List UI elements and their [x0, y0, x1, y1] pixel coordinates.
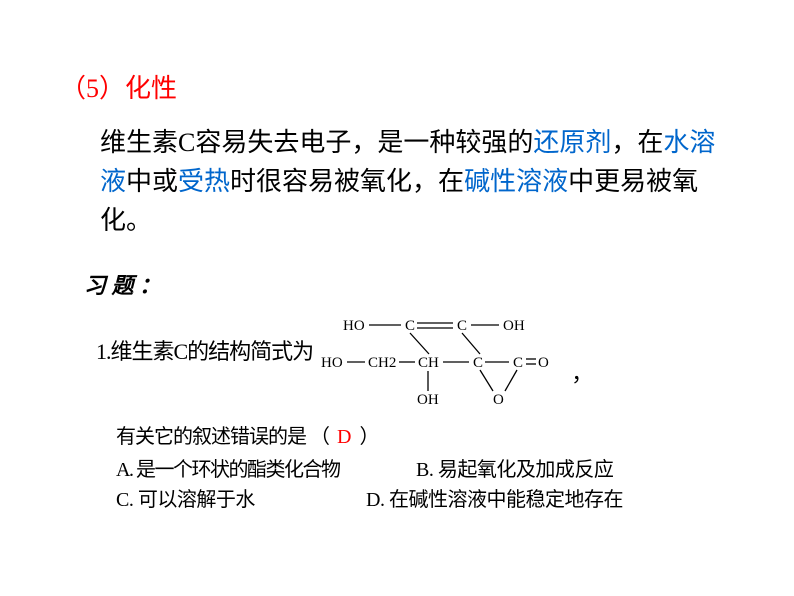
body-seg5: 中或 [126, 167, 178, 196]
answer-correct: D [333, 426, 355, 448]
formula-ch2: CH2 [368, 355, 396, 371]
question-row: 1.维生素C的结构简式为 HO C C OH HO CH2 CH C C O O… [60, 312, 734, 412]
structural-formula-svg: HO C C OH HO CH2 CH C C O OH O [313, 312, 563, 412]
formula-oh-1: OH [503, 318, 525, 334]
section-title-text: 化性 [125, 74, 177, 103]
body-seg3: ，在 [611, 128, 663, 157]
formula-ho-1: HO [343, 318, 365, 334]
formula-ho-2: HO [321, 355, 343, 371]
choice-d: D. 在碱性溶液中能稳定地存在 [366, 485, 623, 515]
body-seg2: 还原剂 [533, 128, 611, 157]
q-text: 维生素C的结构简式为 [111, 339, 314, 364]
formula-c-3: C [473, 355, 483, 371]
formula-o-ring: O [493, 392, 504, 408]
exercise-label: 习 题 ： [60, 268, 734, 300]
section-number: （5） [60, 74, 125, 103]
choices-block: A. 是一个环状的酯类化合物 B. 易起氧化及加成反应 C. 可以溶解于水 D.… [60, 455, 734, 515]
formula-c-4: C [513, 355, 523, 371]
formula-c-2: C [457, 318, 467, 334]
formula-ch-1: CH [418, 355, 439, 371]
choices-row-1: A. 是一个环状的酯类化合物 B. 易起氧化及加成反应 [116, 455, 734, 485]
answer-line: 有关它的叙述错误的是 （ D ） [60, 420, 734, 449]
body-paragraph: 维生素C容易失去电子，是一种较强的还原剂，在水溶液中或受热时很容易被氧化，在碱性… [60, 123, 734, 240]
q-number: 1. [96, 339, 111, 364]
answer-prefix: 有关它的叙述错误的是 （ [116, 426, 329, 448]
choice-c: C. 可以溶解于水 [116, 485, 366, 515]
choice-a: A. 是一个环状的酯类化合物 [116, 455, 416, 485]
formula-c-1: C [405, 318, 415, 334]
slide-content: （5）化性 维生素C容易失去电子，是一种较强的还原剂，在水溶液中或受热时很容易被… [0, 0, 794, 515]
choice-b: B. 易起氧化及加成反应 [416, 455, 613, 485]
formula-o-double: O [538, 355, 549, 371]
choices-row-2: C. 可以溶解于水 D. 在碱性溶液中能稳定地存在 [116, 485, 734, 515]
body-seg8: 碱性溶液 [464, 167, 568, 196]
section-title: （5）化性 [60, 68, 734, 105]
formula-oh-2: OH [417, 392, 439, 408]
answer-suffix: ） [359, 426, 378, 448]
question-text: 1.维生素C的结构简式为 [96, 312, 313, 366]
body-seg1: 维生素C容易失去电子，是一种较强的 [100, 128, 533, 157]
body-seg6: 受热 [178, 167, 230, 196]
trailing-comma: ， [563, 336, 593, 388]
body-seg7: 时很容易被氧化，在 [230, 167, 464, 196]
